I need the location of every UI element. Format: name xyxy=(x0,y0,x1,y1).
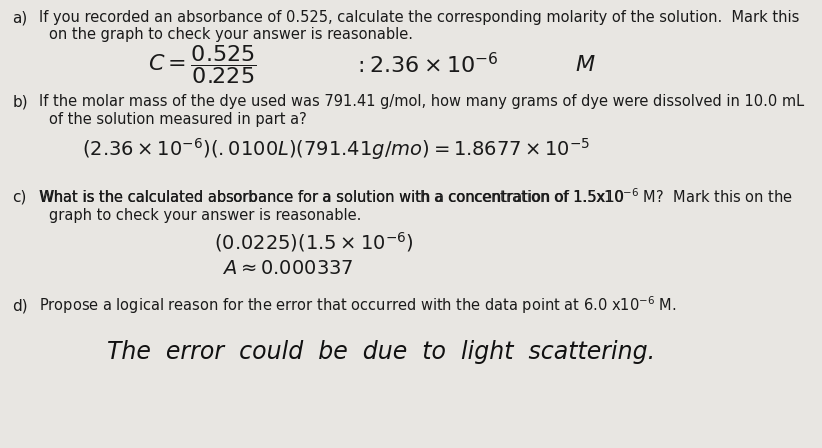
Text: $C = \dfrac{0.525}{0.225}$: $C = \dfrac{0.525}{0.225}$ xyxy=(148,43,256,86)
Text: The  error  could  be  due  to  light  scattering.: The error could be due to light scatteri… xyxy=(107,340,655,364)
Text: $M$: $M$ xyxy=(575,55,596,75)
Text: If the molar mass of the dye used was 791.41 g/mol, how many grams of dye were d: If the molar mass of the dye used was 79… xyxy=(39,94,805,109)
Text: d): d) xyxy=(12,298,28,313)
Text: Propose a logical reason for the error that occurred with the data point at 6.0 : Propose a logical reason for the error t… xyxy=(39,295,677,316)
Text: What is the calculated absorbance for a solution with a concentration of 1.5x10: What is the calculated absorbance for a … xyxy=(39,190,625,205)
Text: If you recorded an absorbance of 0.525, calculate the corresponding molarity of : If you recorded an absorbance of 0.525, … xyxy=(39,10,800,26)
Text: $(0.0225)(1.5 \times 10^{-6})$: $(0.0225)(1.5 \times 10^{-6})$ xyxy=(214,230,413,254)
Text: on the graph to check your answer is reasonable.: on the graph to check your answer is rea… xyxy=(49,27,413,43)
Text: of the solution measured in part a?: of the solution measured in part a? xyxy=(49,112,307,127)
Text: c): c) xyxy=(12,190,26,205)
Text: $A \approx 0.000337$: $A \approx 0.000337$ xyxy=(222,259,353,278)
Text: b): b) xyxy=(12,94,28,109)
Text: $(2.36 \times 10^{-6})(.0100L)(791.41g/mo) = 1.8677 \times 10^{-5}$: $(2.36 \times 10^{-6})(.0100L)(791.41g/m… xyxy=(82,136,591,162)
Text: $: 2.36 \times 10^{-6}$: $: 2.36 \times 10^{-6}$ xyxy=(353,52,499,78)
Text: What is the calculated absorbance for a solution with a concentration of 1.5x10$: What is the calculated absorbance for a … xyxy=(39,188,793,207)
Text: a): a) xyxy=(12,10,28,26)
Text: graph to check your answer is reasonable.: graph to check your answer is reasonable… xyxy=(49,207,362,223)
